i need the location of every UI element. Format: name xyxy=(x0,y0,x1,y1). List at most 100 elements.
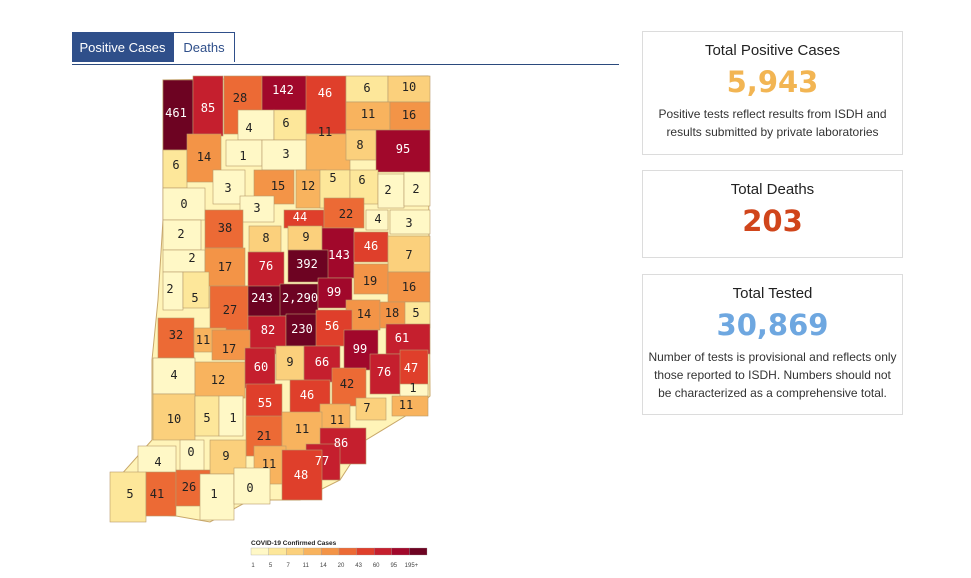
county-shape[interactable] xyxy=(162,149,188,189)
county-shape[interactable] xyxy=(244,347,276,389)
county-shape[interactable] xyxy=(162,187,206,221)
county-case-label: 41 xyxy=(150,487,164,501)
county-shape[interactable] xyxy=(377,173,405,209)
county-shape[interactable] xyxy=(287,225,323,251)
county-shape[interactable] xyxy=(385,323,431,355)
county-case-label: 76 xyxy=(259,259,273,273)
county-shape[interactable] xyxy=(237,109,275,141)
county-shape[interactable] xyxy=(275,345,305,381)
county-shape[interactable] xyxy=(182,271,210,309)
county-case-label: 2 xyxy=(412,182,419,196)
county-shape[interactable] xyxy=(209,285,249,331)
legend-swatch xyxy=(321,547,340,556)
total-tested-note: Number of tests is provisional and refle… xyxy=(648,350,897,400)
county-case-label: 95 xyxy=(396,142,410,156)
county-case-label: 2 xyxy=(177,227,184,241)
county-shape[interactable] xyxy=(211,329,251,361)
total-positive-card: Total Positive Cases 5,943 Positive test… xyxy=(642,31,903,155)
county-case-label: 86 xyxy=(334,436,348,450)
county-case-label: 47 xyxy=(404,361,418,375)
county-shape[interactable] xyxy=(212,169,246,205)
county-case-label: 66 xyxy=(315,355,329,369)
county-shape[interactable] xyxy=(404,301,431,329)
county-case-label: 7 xyxy=(405,248,412,262)
county-shape[interactable] xyxy=(244,285,282,319)
total-positive-note: Positive tests reflect results from ISDH… xyxy=(658,107,887,139)
county-case-label: 32 xyxy=(169,328,183,342)
county-case-label: 4 xyxy=(374,212,381,226)
county-shape[interactable] xyxy=(199,473,235,521)
county-shape[interactable] xyxy=(273,109,307,141)
county-shape[interactable] xyxy=(261,139,307,171)
county-case-label: 0 xyxy=(246,481,253,495)
county-case-label: 55 xyxy=(258,396,272,410)
county-shape[interactable] xyxy=(285,313,319,347)
county-shape[interactable] xyxy=(355,397,387,421)
county-shape[interactable] xyxy=(287,249,329,283)
county-shape[interactable] xyxy=(145,471,177,517)
legend-tick-label: 43 xyxy=(355,563,362,569)
legend-swatch xyxy=(250,547,269,556)
county-case-label: 243 xyxy=(251,291,273,305)
county-shape[interactable] xyxy=(375,129,431,173)
county-shape[interactable] xyxy=(399,349,429,391)
county-shape[interactable] xyxy=(345,101,391,131)
county-shape[interactable] xyxy=(225,139,263,167)
county-case-label: 99 xyxy=(353,342,367,356)
county-shape[interactable] xyxy=(379,301,407,329)
county-shape[interactable] xyxy=(194,395,220,437)
county-shape[interactable] xyxy=(152,357,196,395)
county-shape[interactable] xyxy=(152,393,196,441)
county-case-label: 12 xyxy=(211,373,225,387)
tab-positive-cases[interactable]: Positive Cases xyxy=(72,32,173,62)
county-shape[interactable] xyxy=(389,101,431,131)
county-case-label: 392 xyxy=(296,257,318,271)
county-case-label: 6 xyxy=(172,158,179,172)
tab-deaths[interactable]: Deaths xyxy=(173,32,235,62)
county-shape[interactable] xyxy=(281,449,323,501)
county-case-label: 28 xyxy=(233,91,247,105)
county-shape[interactable] xyxy=(162,249,206,273)
county-case-label: 44 xyxy=(293,210,307,224)
county-case-label: 1 xyxy=(229,411,236,425)
legend-title: COVID-19 Confirmed Cases xyxy=(251,540,337,547)
county-shape[interactable] xyxy=(204,247,246,287)
county-case-label: 4 xyxy=(154,455,161,469)
county-shape[interactable] xyxy=(365,209,389,231)
county-shape[interactable] xyxy=(323,197,365,229)
legend-tick-label: 7 xyxy=(287,563,291,569)
county-shape[interactable] xyxy=(218,395,244,437)
county-case-label: 7 xyxy=(363,401,370,415)
legend-swatch xyxy=(303,547,322,556)
county-case-label: 230 xyxy=(291,322,313,336)
county-case-label: 5 xyxy=(329,171,336,185)
county-shape[interactable] xyxy=(192,75,224,137)
county-shape[interactable] xyxy=(305,133,351,177)
county-shape[interactable] xyxy=(194,361,246,399)
county-case-label: 11 xyxy=(196,333,210,347)
county-shape[interactable] xyxy=(403,171,431,207)
county-case-label: 11 xyxy=(295,422,309,436)
county-shape[interactable] xyxy=(387,235,431,273)
county-case-label: 12 xyxy=(301,179,315,193)
county-case-label: 60 xyxy=(254,360,268,374)
county-case-label: 11 xyxy=(361,107,375,121)
legend-swatch xyxy=(391,547,410,556)
county-shape[interactable] xyxy=(391,395,429,417)
county-case-label: 0 xyxy=(187,445,194,459)
county-shape[interactable] xyxy=(389,209,431,235)
county-case-label: 77 xyxy=(315,454,329,468)
county-case-label: 2 xyxy=(188,251,195,265)
county-case-label: 48 xyxy=(294,468,308,482)
county-case-label: 5 xyxy=(126,487,133,501)
county-case-label: 99 xyxy=(327,285,341,299)
county-case-label: 10 xyxy=(167,412,181,426)
county-shape[interactable] xyxy=(247,251,285,289)
county-shape[interactable] xyxy=(239,195,275,223)
county-shape[interactable] xyxy=(233,467,271,505)
county-shape[interactable] xyxy=(345,75,389,103)
county-case-label: 19 xyxy=(363,274,377,288)
county-shape[interactable] xyxy=(387,271,431,303)
county-shape[interactable] xyxy=(305,75,347,135)
